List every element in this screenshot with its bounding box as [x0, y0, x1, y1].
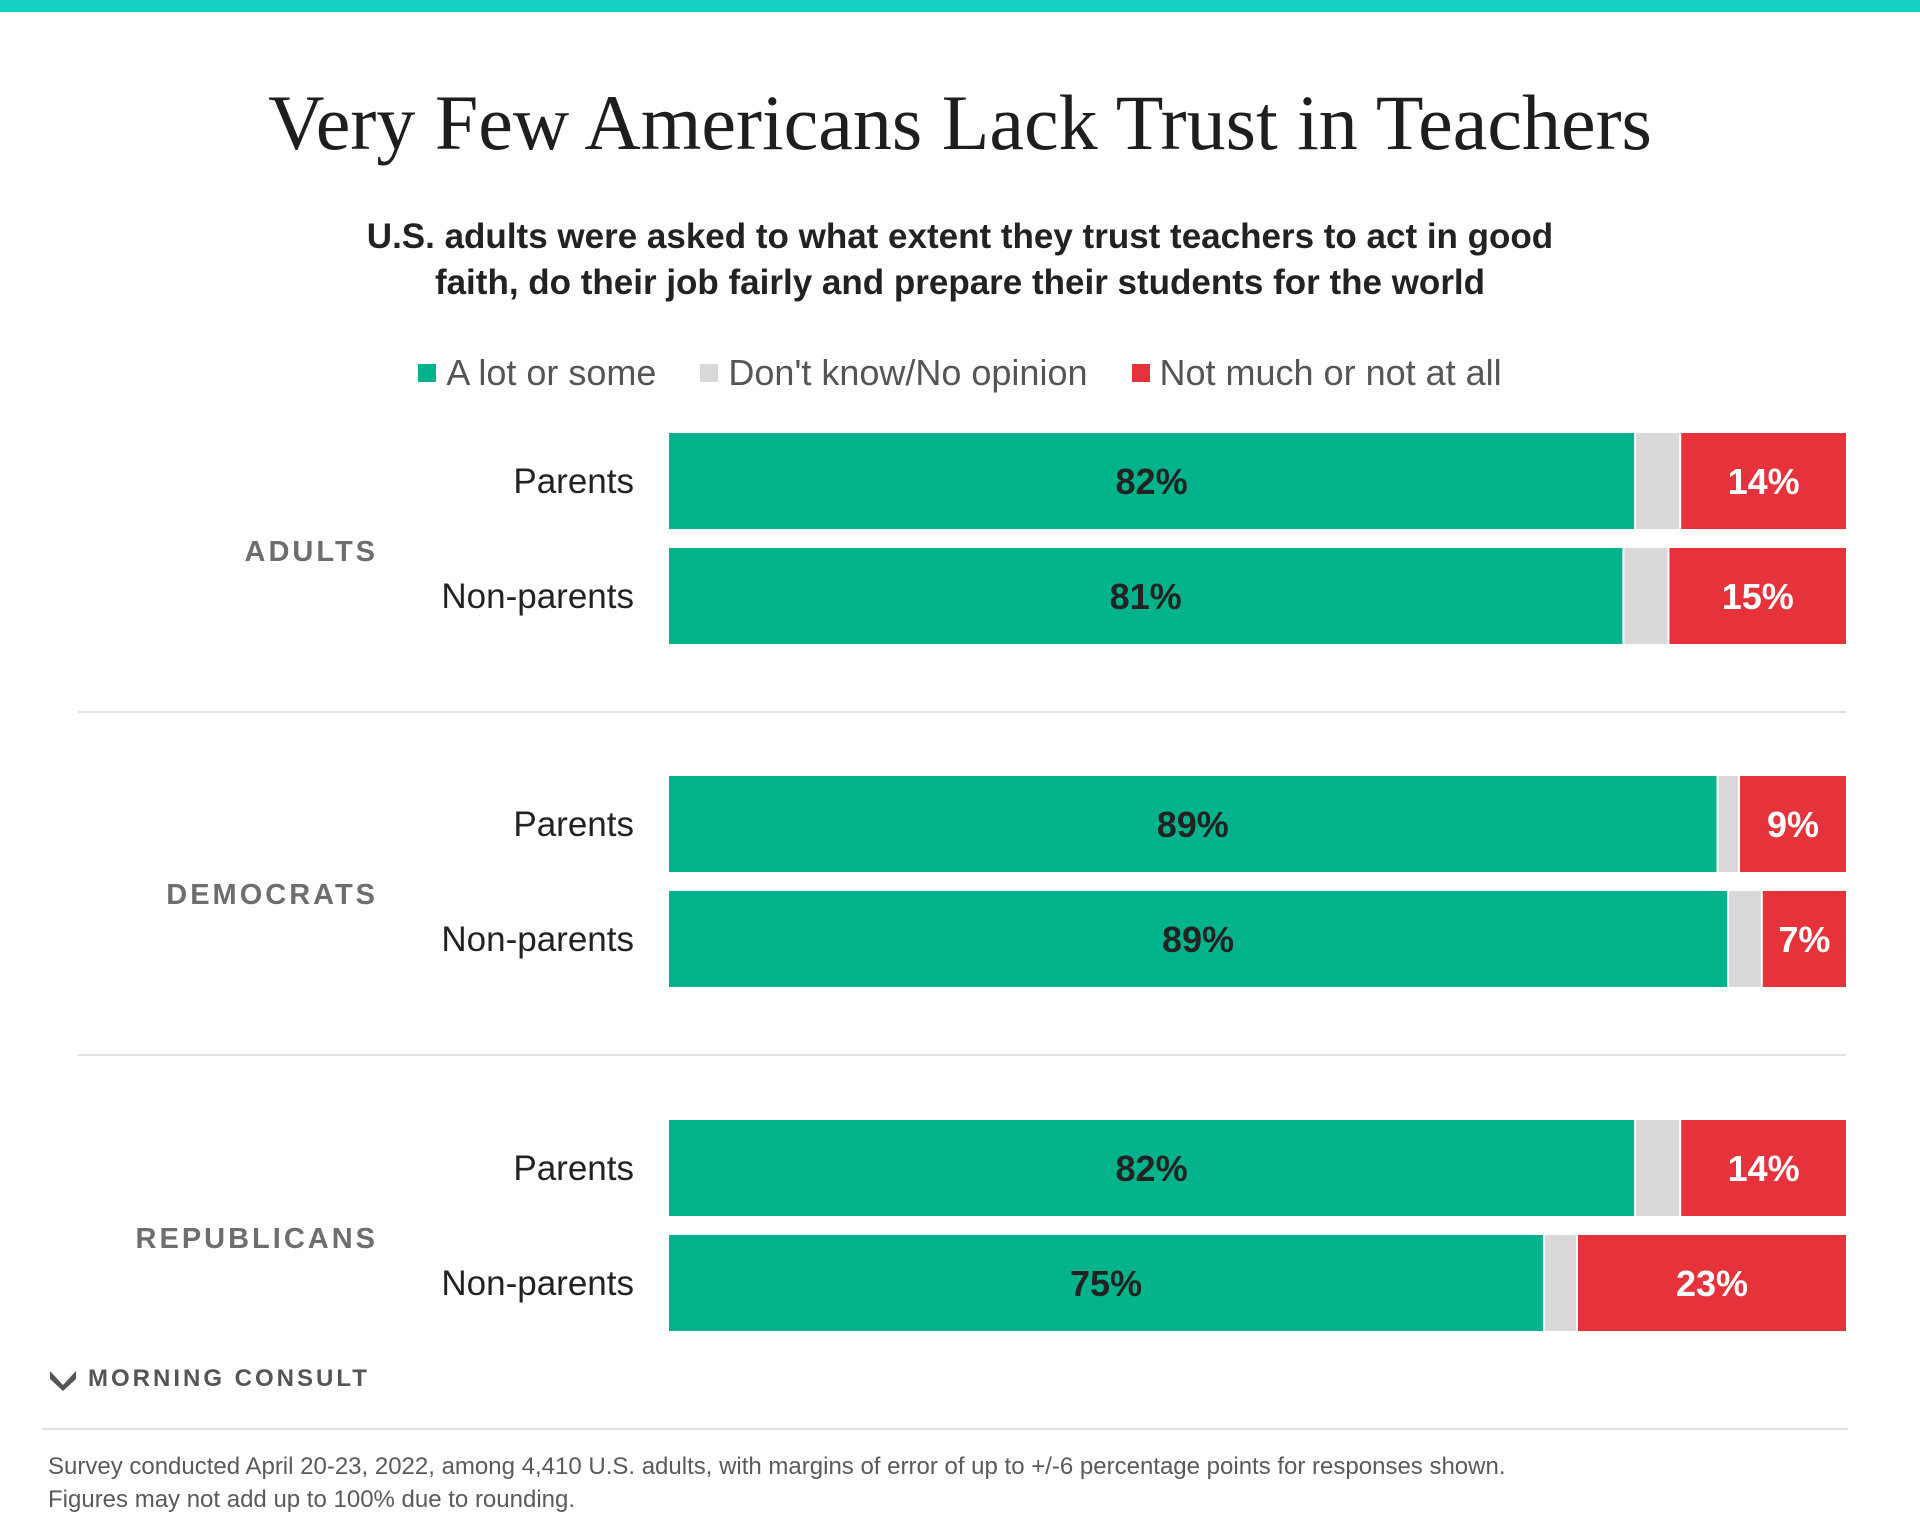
- bar-distrust-democrats-parents: [1740, 776, 1846, 872]
- brand: MORNING CONSULT: [48, 1365, 370, 1393]
- bar-trust-republicans-parents: [669, 1120, 1635, 1216]
- value-label-trust-democrats-parents: 89%: [1157, 804, 1229, 845]
- bar-unsure-republicans-non-parents: [1545, 1235, 1576, 1331]
- row-label-democrats-parents: Parents: [513, 805, 634, 844]
- bar-unsure-democrats-non-parents: [1729, 891, 1761, 987]
- value-label-distrust-adults-non-parents: 15%: [1722, 576, 1794, 617]
- legend: A lot or some Don't know/No opinion Not …: [0, 352, 1920, 394]
- chart-title: Very Few Americans Lack Trust in Teacher…: [268, 79, 1652, 166]
- bar-unsure-republicans-parents: [1636, 1120, 1680, 1216]
- bar-unsure-adults-parents: [1636, 433, 1680, 529]
- value-label-distrust-republicans-non-parents: 23%: [1676, 1263, 1748, 1304]
- bar-unsure-adults-non-parents: [1624, 548, 1668, 644]
- legend-swatch-distrust: [1131, 364, 1150, 382]
- footnote-survey: Survey conducted April 20-23, 2022, amon…: [48, 1453, 1506, 1480]
- row-label-adults-non-parents: Non-parents: [441, 577, 634, 616]
- brand-name: MORNING CONSULT: [88, 1365, 370, 1392]
- legend-label-unsure: Don't know/No opinion: [728, 352, 1088, 393]
- legend-swatch-unsure: [700, 364, 719, 382]
- value-label-trust-republicans-non-parents: 75%: [1070, 1263, 1142, 1304]
- group-label-republicans: REPUBLICANS: [136, 1223, 378, 1255]
- legend-swatch-trust: [418, 364, 437, 382]
- bar-unsure-democrats-parents: [1718, 776, 1739, 872]
- bar-distrust-democrats-non-parents: [1762, 891, 1846, 987]
- row-label-republicans-non-parents: Non-parents: [441, 1264, 634, 1303]
- legend-label-trust: A lot or some: [446, 352, 657, 393]
- footnotes: Survey conducted April 20-23, 2022, amon…: [48, 1450, 1868, 1516]
- value-label-trust-adults-parents: 82%: [1116, 461, 1188, 502]
- bar-trust-democrats-non-parents: [669, 891, 1728, 987]
- value-label-trust-republicans-parents: 82%: [1116, 1148, 1188, 1189]
- bar-distrust-republicans-parents: [1681, 1120, 1846, 1216]
- bar-trust-adults-non-parents: [669, 548, 1623, 644]
- value-label-distrust-adults-parents: 14%: [1728, 461, 1800, 502]
- bar-distrust-adults-non-parents: [1669, 548, 1846, 644]
- value-label-trust-adults-non-parents: 81%: [1110, 576, 1182, 617]
- bar-distrust-adults-parents: [1681, 433, 1846, 529]
- group-label-adults: ADULTS: [245, 536, 378, 568]
- value-label-distrust-republicans-parents: 14%: [1728, 1148, 1800, 1189]
- bar-trust-republicans-non-parents: [669, 1235, 1544, 1331]
- bar-distrust-republicans-non-parents: [1577, 1235, 1846, 1331]
- legend-item-trust: A lot or some: [418, 352, 656, 394]
- group-label-democrats: DEMOCRATS: [166, 879, 378, 911]
- value-label-distrust-democrats-non-parents: 7%: [1778, 919, 1830, 960]
- legend-label-distrust: Not much or not at all: [1159, 352, 1502, 393]
- chart-subtitle: U.S. adults were asked to what extent th…: [366, 217, 1554, 302]
- legend-item-unsure: Don't know/No opinion: [700, 352, 1088, 394]
- row-label-republicans-parents: Parents: [513, 1149, 634, 1188]
- row-label-adults-parents: Parents: [513, 462, 634, 501]
- morning-consult-logo-icon: [50, 1371, 76, 1391]
- value-label-trust-democrats-non-parents: 89%: [1162, 919, 1234, 960]
- top-accent-bar: [0, 0, 1920, 12]
- bar-trust-democrats-parents: [669, 776, 1717, 872]
- footer-divider: [42, 1428, 1848, 1430]
- row-label-democrats-non-parents: Non-parents: [441, 920, 634, 959]
- footnote-rounding: Figures may not add up to 100% due to ro…: [48, 1486, 576, 1513]
- bar-trust-adults-parents: [669, 433, 1635, 529]
- value-label-distrust-democrats-parents: 9%: [1767, 804, 1819, 845]
- legend-item-distrust: Not much or not at all: [1131, 352, 1502, 394]
